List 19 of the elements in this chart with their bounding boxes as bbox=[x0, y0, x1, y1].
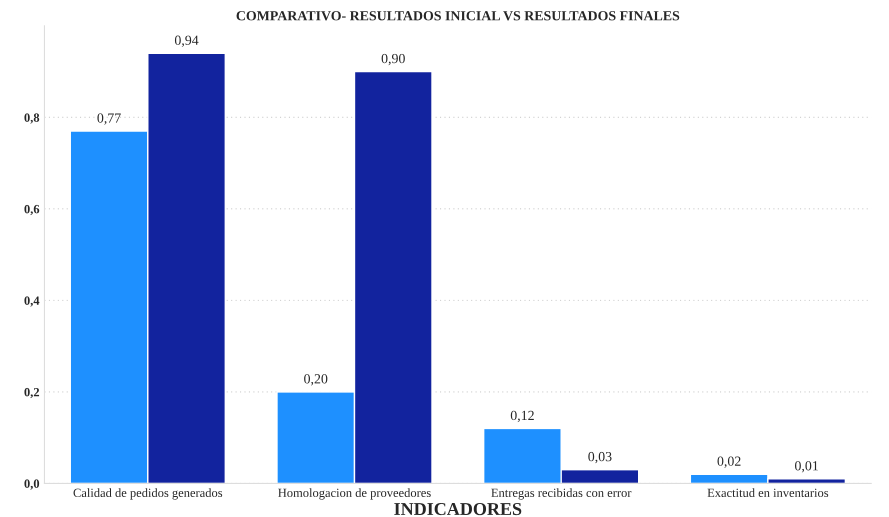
y-tick-label: 0,2 bbox=[24, 388, 40, 398]
data-label: 0,01 bbox=[795, 461, 818, 472]
x-tick-label: Exactitud en inventarios bbox=[707, 488, 828, 498]
data-label: 0,03 bbox=[588, 452, 612, 464]
x-tick-label: Calidad de pedidos generados bbox=[74, 488, 222, 500]
data-label: 0,02 bbox=[717, 456, 741, 468]
y-tick-label: 0,6 bbox=[24, 204, 40, 216]
data-label: 0,77 bbox=[97, 113, 121, 125]
x-axis-title: INDICADORES bbox=[394, 502, 522, 516]
data-label: 0,12 bbox=[510, 410, 534, 422]
data-label: 0,20 bbox=[304, 374, 328, 386]
data-label: 0,94 bbox=[174, 36, 198, 47]
y-tick-label: 0,8 bbox=[24, 113, 40, 124]
x-tick-label: Entregas recibidas con error bbox=[491, 488, 632, 500]
y-tick-label: 0,4 bbox=[24, 296, 40, 307]
x-tick-label: Homologacion de proveedores bbox=[278, 488, 431, 500]
y-tick-label: 0,0 bbox=[24, 479, 40, 490]
data-label: 0,90 bbox=[382, 54, 405, 66]
chart-title: COMPARATIVO- RESULTADOS INICIAL VS RESULTADOS FINALES bbox=[236, 11, 680, 21]
